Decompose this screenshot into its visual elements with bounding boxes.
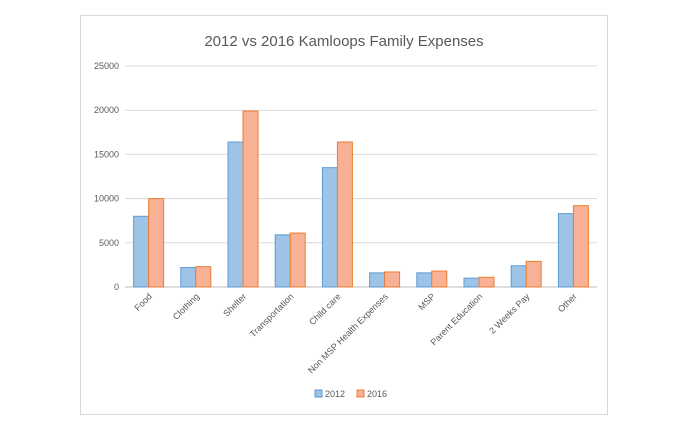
y-axis-tick-labels: 0 5000 10000 15000 20000 25000 — [94, 61, 119, 292]
x-category-label: Other — [556, 291, 579, 314]
bar-2012-non-msp-health-expenses — [369, 272, 386, 288]
x-category-label: Parent Education — [429, 291, 485, 347]
legend-label: 2016 — [367, 389, 387, 399]
x-category-label: Transportation — [248, 291, 296, 339]
bar-2016-msp — [431, 270, 448, 288]
x-category-label: Food — [132, 291, 154, 313]
x-category-label: 2 Weeks Pay — [487, 291, 532, 336]
bar-2016-clothing — [195, 266, 212, 288]
bar-2016-transportation — [289, 232, 306, 288]
x-category-label: Non MSP Health Expenses — [306, 291, 390, 375]
bar-2016-child-care — [336, 141, 353, 288]
x-category-label: MSP — [416, 291, 437, 312]
bar-chart: 2012 vs 2016 Kamloops Family Expenses 0 5… — [94, 33, 597, 399]
bar-2012-child-care — [321, 167, 338, 288]
legend-swatch — [314, 389, 323, 398]
bar-2016-food — [148, 198, 165, 288]
bars — [133, 110, 589, 288]
bar-2012-other — [557, 213, 574, 288]
chart-title: 2012 vs 2016 Kamloops Family Expenses — [204, 33, 483, 50]
bar-2016-non-msp-health-expenses — [384, 271, 401, 288]
y-tick-label: 15000 — [94, 149, 119, 159]
y-tick-label: 10000 — [94, 194, 119, 204]
bar-2016-2-weeks-pay — [525, 260, 542, 288]
bar-2016-parent-education — [478, 276, 495, 288]
x-axis-category-labels: Food Clothing Shelter Transportation Child c… — [132, 291, 578, 375]
bar-2016-other — [572, 205, 589, 288]
legend: 2012 2016 — [314, 389, 387, 399]
legend-swatch — [356, 389, 365, 398]
chart-frame: 2012 vs 2016 Kamloops Family Expenses 0 5… — [80, 15, 608, 415]
bar-2012-shelter — [227, 141, 244, 288]
y-tick-label: 0 — [114, 282, 119, 292]
bar-2012-food — [133, 215, 150, 288]
bar-2012-msp — [416, 272, 433, 288]
bar-2012-transportation — [274, 234, 291, 288]
legend-label: 2012 — [325, 389, 345, 399]
bar-2016-shelter — [242, 110, 259, 288]
bar-2012-clothing — [180, 267, 197, 288]
y-tick-label: 25000 — [94, 61, 119, 71]
gridlines — [125, 65, 597, 288]
x-category-label: Child care — [307, 291, 343, 327]
bar-2012-2-weeks-pay — [510, 265, 527, 288]
x-category-label: Shelter — [221, 291, 248, 318]
y-tick-label: 20000 — [94, 105, 119, 115]
x-category-label: Clothing — [171, 291, 201, 321]
bar-2012-parent-education — [463, 277, 480, 288]
y-tick-label: 5000 — [99, 238, 119, 248]
